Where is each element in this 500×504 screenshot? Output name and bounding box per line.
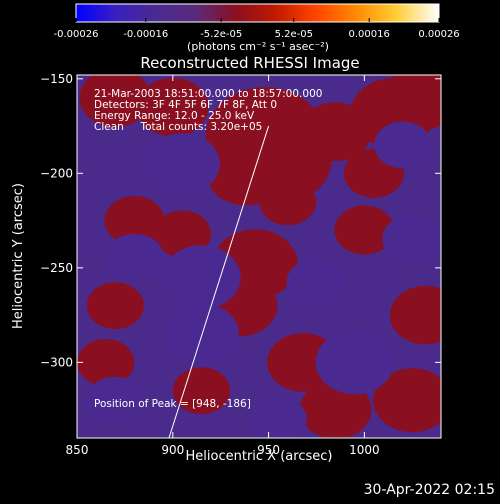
image-source [382, 75, 441, 130]
image-source [334, 205, 395, 255]
x-axis-label: Heliocentric X (arcsec) [186, 449, 333, 464]
image-source [79, 75, 152, 127]
colorbar-tick-label: 5.2e-05 [275, 29, 313, 40]
colorbar-tick-label: -0.00026 [54, 29, 99, 40]
image-source [299, 380, 372, 438]
intensity-contour [144, 133, 220, 195]
y-tick-label: −200 [40, 166, 73, 180]
image-source [299, 102, 372, 162]
y-tick-label: −150 [40, 72, 73, 86]
chart-title: Reconstructed RHESSI Image [140, 54, 359, 72]
colorbar-tick-label: -5.2e-05 [200, 29, 242, 40]
image-source [144, 133, 220, 195]
solar-limb-line [168, 125, 270, 438]
image-source [162, 245, 241, 310]
image-source [104, 233, 165, 283]
annotation-counts: Clean Total counts: 3.20e+05 [94, 121, 262, 133]
intensity-contour [172, 367, 231, 415]
colorbar [75, 3, 440, 23]
intensity-contour [382, 75, 441, 130]
intensity-contour [299, 102, 372, 162]
image-source [104, 196, 165, 246]
y-axis-label: Heliocentric Y (arcsec) [11, 183, 26, 329]
intensity-contour [373, 368, 441, 433]
intensity-contour [259, 178, 317, 226]
image-source [382, 214, 441, 264]
y-tick-label: −250 [40, 261, 73, 275]
intensity-contour [86, 376, 144, 424]
intensity-contour [389, 285, 441, 345]
colorbar-tick-label: -0.00016 [123, 29, 168, 40]
x-tick-label: 1000 [349, 443, 380, 457]
intensity-contour [315, 330, 394, 395]
intensity-contour [77, 339, 135, 386]
image-source [206, 141, 285, 206]
image-source [153, 210, 211, 258]
image-source [77, 339, 135, 386]
annotation-detectors: Detectors: 3F 4F 5F 6F 7F 8F, Att 0 [94, 99, 277, 111]
intensity-contour [162, 245, 241, 310]
intensity-contour [299, 380, 372, 438]
intensity-contour [382, 214, 441, 264]
image-source [86, 282, 144, 330]
intensity-contour [136, 77, 209, 137]
intensity-contour [164, 303, 239, 365]
image-source [259, 178, 317, 226]
image-source [315, 330, 394, 395]
colorbar-tick-label: 0.00026 [418, 29, 459, 40]
annotation-block: 21-Mar-2003 18:51:00.000 to 18:57:00.000… [94, 88, 322, 133]
y-tick-label: −300 [40, 355, 73, 369]
intensity-contour [79, 75, 152, 127]
intensity-contour [286, 258, 347, 308]
intensity-contour [153, 210, 211, 258]
x-tick-label: 850 [66, 443, 89, 457]
intensity-contour [249, 395, 307, 438]
image-source [373, 368, 441, 433]
image-source [136, 77, 209, 137]
image-source [286, 258, 347, 308]
peak-position-label: Position of Peak = [948, -186] [94, 398, 251, 410]
image-source [374, 121, 432, 169]
x-tick-label: 950 [257, 443, 280, 457]
colorbar-label: (photons cm⁻² s⁻¹ asec⁻²) [187, 40, 329, 53]
colorbar-tick-label: 0.00016 [349, 29, 390, 40]
intensity-contour [86, 282, 144, 330]
intensity-contour [374, 121, 432, 169]
intensity-contour [334, 205, 395, 255]
y-axis-ticks: −150 −200 −250 −300 [40, 72, 441, 369]
annotation-time-range: 21-Mar-2003 18:51:00.000 to 18:57:00.000 [94, 88, 322, 100]
intensity-contour [104, 196, 165, 246]
x-tick-label: 900 [161, 443, 184, 457]
image-source [172, 367, 231, 415]
annotation-energy-range: Energy Range: 12.0 - 25.0 keV [94, 110, 255, 122]
footer-timestamp: 30-Apr-2022 02:15 [363, 482, 495, 498]
image-source [86, 376, 144, 424]
plot-frame [76, 74, 442, 439]
colorbar-ticks: -0.00026 -0.00016 -5.2e-05 5.2e-05 0.00016 0.… [54, 18, 460, 40]
image-source [343, 148, 404, 198]
image-source [249, 395, 307, 438]
x-axis-ticks: 850 900 950 1000 [66, 75, 380, 457]
image-source [389, 285, 441, 345]
image-source [164, 303, 239, 365]
image-sources [77, 75, 441, 438]
intensity-contour [104, 233, 165, 283]
